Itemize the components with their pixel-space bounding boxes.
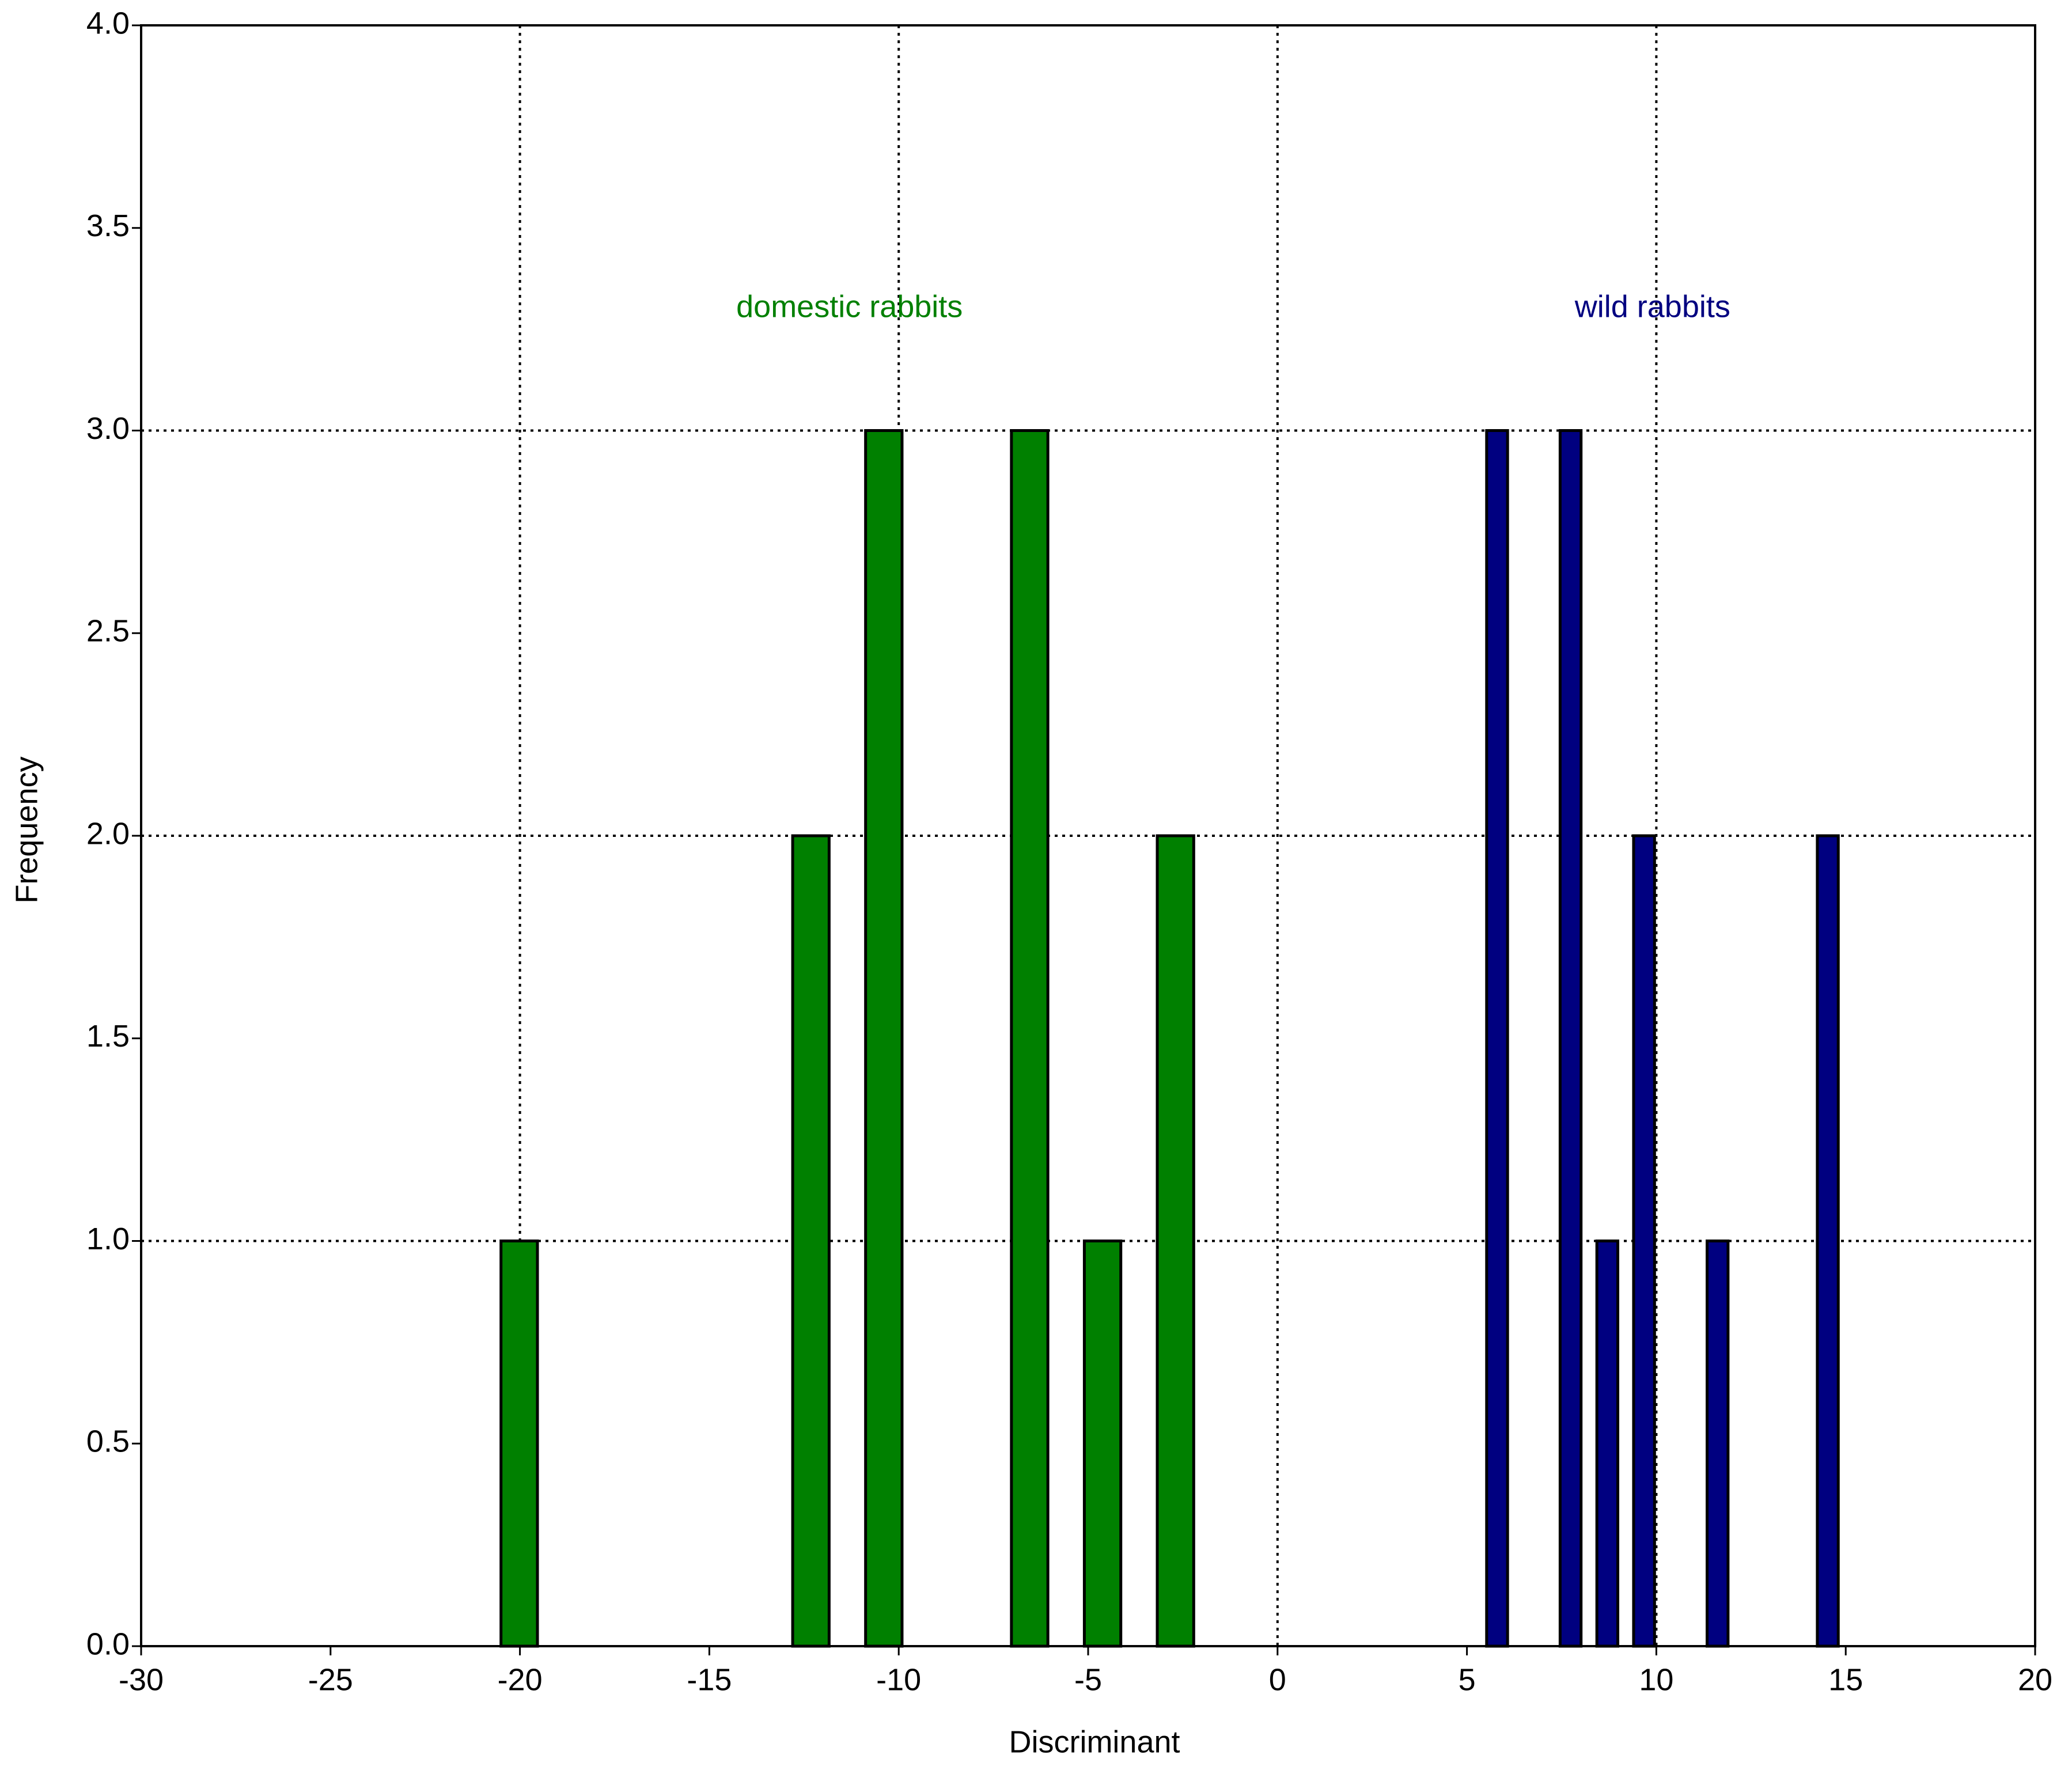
bar <box>1558 429 1583 1648</box>
x-tick-label: -5 <box>1074 1662 1102 1697</box>
x-tick-label: -10 <box>876 1662 921 1697</box>
x-tick-label: -20 <box>498 1662 543 1697</box>
y-tick-label: 3.5 <box>86 209 130 243</box>
bar <box>499 1240 539 1648</box>
bar <box>1595 1240 1620 1648</box>
bar <box>1816 834 1840 1648</box>
x-tick-label: -25 <box>308 1662 353 1697</box>
bar <box>1156 834 1195 1648</box>
y-tick-label: 1.0 <box>86 1222 130 1256</box>
x-tick-label: 0 <box>1269 1662 1286 1697</box>
x-tick-label: 20 <box>2018 1662 2052 1697</box>
x-tick-label: 10 <box>1639 1662 1673 1697</box>
bar <box>864 429 904 1648</box>
y-tick-label: 0.0 <box>86 1627 130 1661</box>
y-tick-label: 2.0 <box>86 816 130 851</box>
y-tick-label: 0.5 <box>86 1424 130 1459</box>
x-tick-label: 5 <box>1459 1662 1476 1697</box>
y-tick-label: 2.5 <box>86 614 130 649</box>
bar <box>1082 1240 1123 1648</box>
x-axis-label: Discriminant <box>1009 1724 1180 1759</box>
bar <box>1485 429 1509 1648</box>
bar <box>1706 1240 1730 1648</box>
bar <box>1010 429 1050 1648</box>
annotation: wild rabbits <box>1574 290 1730 324</box>
x-tick-label: -15 <box>687 1662 732 1697</box>
y-tick-label: 3.0 <box>86 411 130 446</box>
y-tick-label: 4.0 <box>86 6 130 40</box>
y-axis-label: Frequency <box>9 756 44 903</box>
bar <box>1632 834 1656 1648</box>
bar <box>791 834 831 1648</box>
annotation: domestic rabbits <box>736 290 963 324</box>
x-tick-label: -30 <box>119 1662 164 1697</box>
x-tick-label: 15 <box>1828 1662 1863 1697</box>
y-tick-label: 1.5 <box>86 1019 130 1053</box>
